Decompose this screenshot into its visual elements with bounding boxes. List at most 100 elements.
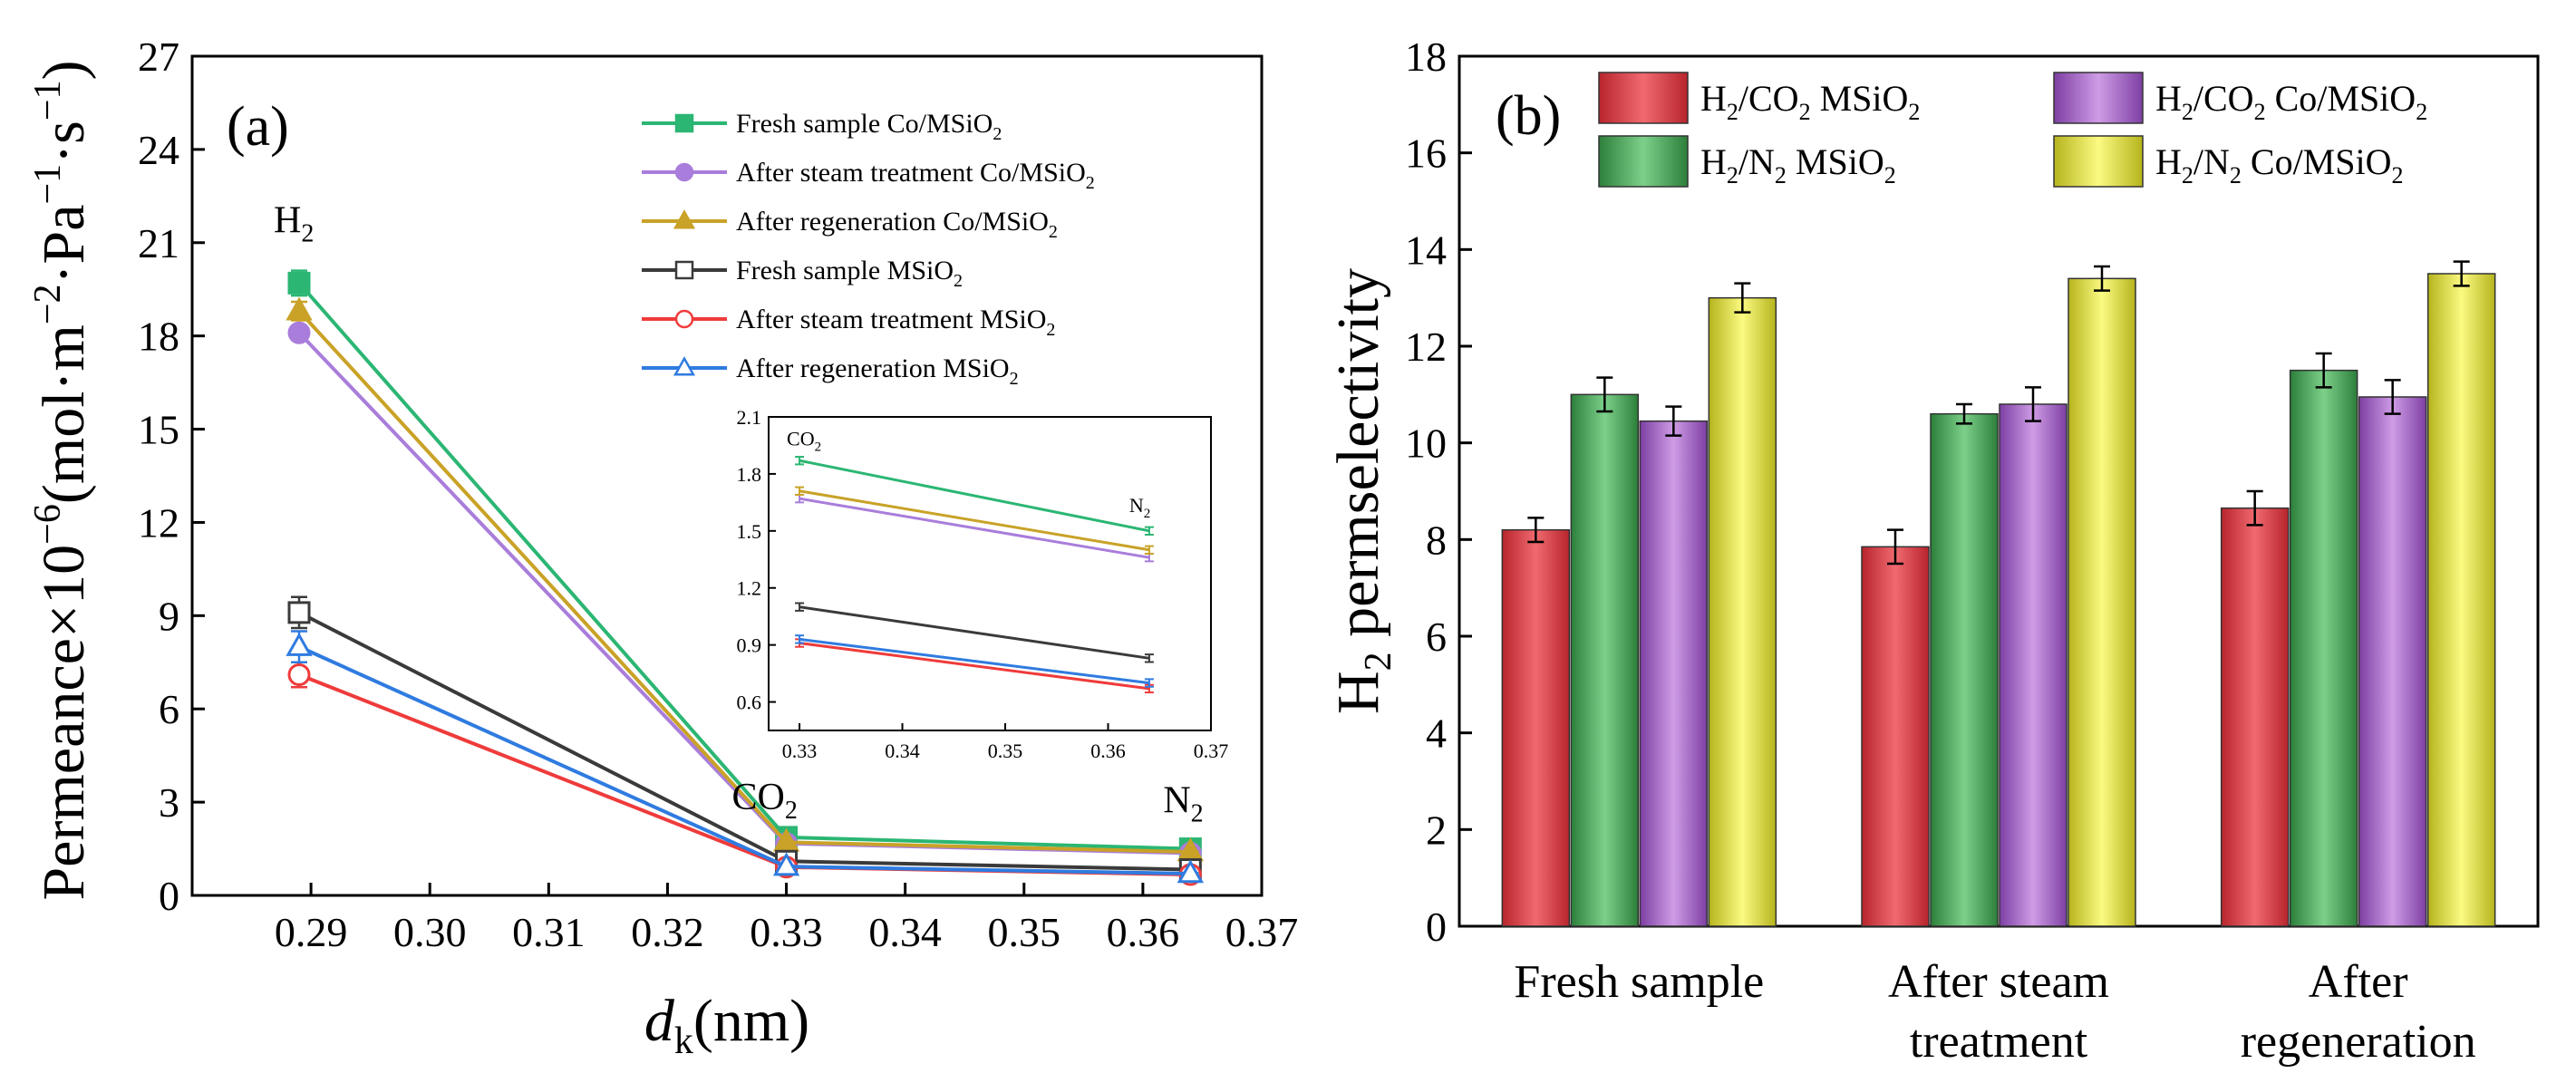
inset-series-line <box>799 489 1150 552</box>
x-tick-label: 0.32 <box>631 909 704 955</box>
data-point <box>772 852 800 876</box>
legend-marker <box>673 209 696 229</box>
panel-b-legend: H2/CO2 MSiO2 H2/N2 MSiO2 H2/CO2 Co/MSiO2 H2… <box>1598 72 2427 189</box>
legend-item-fresh-sample-co-msio: Fresh sample Co/MSiO2 <box>642 109 1002 144</box>
panel-b-label: (b) <box>1496 85 1561 147</box>
inset-gas-label-co2: CO2 <box>787 427 821 454</box>
y-tick-label: 0 <box>1426 904 1447 950</box>
panel-a-line-chart: 0 3 6 9 12 15 18 21 24 27 0.29 0.30 0.31 0.32 0.33 0.34… <box>27 34 1298 1062</box>
legend-label: After steam treatment MSiO2 <box>736 305 1055 340</box>
category-label-line: regeneration <box>2241 1016 2476 1068</box>
legend-label: H2/CO2 Co/MSiO2 <box>2155 78 2427 125</box>
bar-h-co-co-msio-fresh-sample <box>1639 420 1709 927</box>
legend-item-h-co-msio: H2/CO2 MSiO2 <box>1598 72 1920 125</box>
legend-marker <box>674 260 694 280</box>
panel-b-bars <box>1501 260 2496 927</box>
inset-series-line <box>799 497 1150 559</box>
inset-y-tick-label: 0.9 <box>737 634 762 657</box>
bar-h-n-msio-after-regeneration <box>2289 369 2358 927</box>
inset-axes-frame <box>768 416 1212 731</box>
inset-series-after-regeneration-co-msio <box>795 486 1154 555</box>
data-point <box>287 601 311 624</box>
legend-swatch <box>1598 135 1689 188</box>
inset-series-after-steam-treatment-msio <box>795 638 1154 694</box>
x-tick-label: 0.36 <box>1107 909 1180 955</box>
inset-x-tick-label: 0.36 <box>1090 740 1126 762</box>
panel-a-inset: 0.6 0.9 1.2 1.5 1.8 2.1 0.33 0.34 0.35 0.36 0.37 C… <box>737 406 1229 762</box>
panel-a-series <box>286 269 1205 886</box>
legend-label: After regeneration MSiO2 <box>736 353 1019 389</box>
panel-a-legend: Fresh sample Co/MSiO2 After steam treatme… <box>642 109 1095 389</box>
y-tick-label: 0 <box>159 873 179 919</box>
inset-series-fresh-sample-msio <box>795 602 1154 663</box>
legend-label: Fresh sample MSiO2 <box>736 256 963 291</box>
legend-item-after-steam-treatment-co-msio: After steam treatment Co/MSiO2 <box>642 158 1095 193</box>
inset-series <box>795 456 1154 694</box>
y-tick-label: 3 <box>159 779 179 826</box>
bar-h-n-co-msio-fresh-sample <box>1708 296 1777 927</box>
y-tick-label: 18 <box>1405 34 1447 80</box>
y-tick-label: 8 <box>1426 517 1447 563</box>
legend-label: H2/N2 MSiO2 <box>1700 141 1896 189</box>
legend-label: H2/CO2 MSiO2 <box>1700 78 1920 125</box>
inset-series-line <box>799 642 1150 691</box>
gas-label-n2: N2 <box>1163 780 1203 828</box>
y-tick-label: 4 <box>1426 711 1447 757</box>
panel-a-ticks: 0 3 6 9 12 15 18 21 24 27 0.29 0.30 0.31 0.32 0.33 0.34… <box>138 34 1298 955</box>
panel-b-axes-frame <box>1457 54 2540 928</box>
data-point <box>286 296 313 321</box>
y-tick-label: 24 <box>138 127 179 173</box>
panel-a-xlabel: dk(nm) <box>644 988 809 1062</box>
y-tick-label: 6 <box>1426 614 1447 660</box>
y-tick-label: 12 <box>1405 324 1447 370</box>
legend-item-after-steam-treatment-msio: After steam treatment MSiO2 <box>642 305 1055 340</box>
inset-gas-label-n2: N2 <box>1129 494 1150 521</box>
legend-marker <box>673 356 696 376</box>
bar-h-n-co-msio-after-regeneration <box>2426 273 2496 927</box>
inset-series-line <box>799 605 1150 660</box>
panel-a-ylabel: Permeance×10−6(mol·m−2·Pa−1·s−1) <box>27 60 97 900</box>
category-label-after-regeneration: After regeneration <box>2241 956 2476 1068</box>
category-label-fresh-sample: Fresh sample <box>1514 956 1764 1008</box>
series-after-regeneration-msio <box>286 630 1205 884</box>
series-after-regeneration-co-msio <box>286 296 1205 862</box>
bar-h-co-msio-after-regeneration <box>2220 507 2290 927</box>
legend-label: Fresh sample Co/MSiO2 <box>736 109 1002 144</box>
legend-item-after-regeneration-co-msio: After regeneration Co/MSiO2 <box>642 207 1058 242</box>
category-label-line: After <box>2309 956 2408 1008</box>
inset-y-tick-label: 1.2 <box>737 577 762 600</box>
panel-b-bar-chart: 0 2 4 6 8 10 12 14 16 18 (b) H2/CO2 MSiO2 H2/N2 MS… <box>1325 34 2540 1068</box>
legend-marker <box>674 309 694 329</box>
x-tick-label: 0.33 <box>750 909 823 955</box>
y-tick-label: 10 <box>1405 421 1447 467</box>
x-tick-label: 0.29 <box>275 909 348 955</box>
bar-h-co-msio-fresh-sample <box>1501 528 1571 927</box>
inset-y-tick-label: 1.8 <box>737 463 762 486</box>
legend-marker <box>674 162 694 182</box>
gas-label-h2: H2 <box>274 199 314 247</box>
legend-item-h-co-co-msio: H2/CO2 Co/MSiO2 <box>2053 72 2427 125</box>
y-tick-label: 14 <box>1405 227 1447 273</box>
category-label-line: Fresh sample <box>1514 956 1764 1008</box>
legend-label: After steam treatment Co/MSiO2 <box>736 158 1095 193</box>
panel-b-category-labels: Fresh sample After steam treatment After reg… <box>1514 956 2475 1068</box>
inset-x-tick-label: 0.33 <box>782 740 818 762</box>
legend-item-h-n-co-msio: H2/N2 Co/MSiO2 <box>2053 135 2404 189</box>
panel-b-ticks: 0 2 4 6 8 10 12 14 16 18 <box>1405 34 1472 950</box>
data-point <box>286 632 313 656</box>
x-tick-label: 0.34 <box>868 909 942 955</box>
data-point <box>287 271 311 295</box>
inset-x-tick-label: 0.37 <box>1194 740 1229 762</box>
bar-h-co-co-msio-after-regeneration <box>2358 396 2427 927</box>
y-tick-label: 21 <box>138 220 179 266</box>
y-tick-label: 27 <box>138 34 179 80</box>
category-label-line: treatment <box>1910 1016 2088 1068</box>
legend-item-after-regeneration-msio: After regeneration MSiO2 <box>642 353 1019 389</box>
bar-h-co-co-msio-after-steam-treatment <box>1999 403 2068 927</box>
y-tick-label: 6 <box>159 686 179 732</box>
inset-x-tick-label: 0.34 <box>885 740 920 762</box>
inset-series-after-regeneration-msio <box>795 634 1154 688</box>
y-tick-label: 12 <box>138 499 179 546</box>
y-tick-label: 16 <box>1405 131 1447 177</box>
inset-series-line <box>799 459 1150 533</box>
